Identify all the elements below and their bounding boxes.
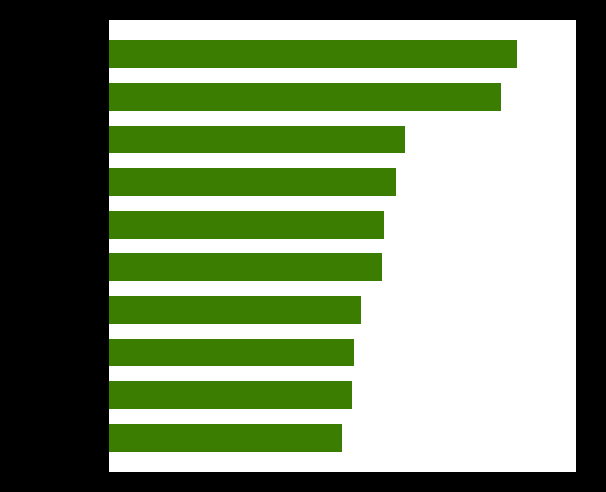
Bar — [109, 168, 396, 196]
Bar — [109, 125, 405, 153]
Bar — [109, 381, 351, 409]
Bar — [109, 424, 342, 452]
Bar — [109, 253, 382, 281]
Bar — [109, 296, 361, 324]
Bar — [109, 339, 354, 367]
Bar — [109, 83, 501, 111]
Bar — [109, 211, 384, 239]
Bar — [109, 40, 518, 68]
